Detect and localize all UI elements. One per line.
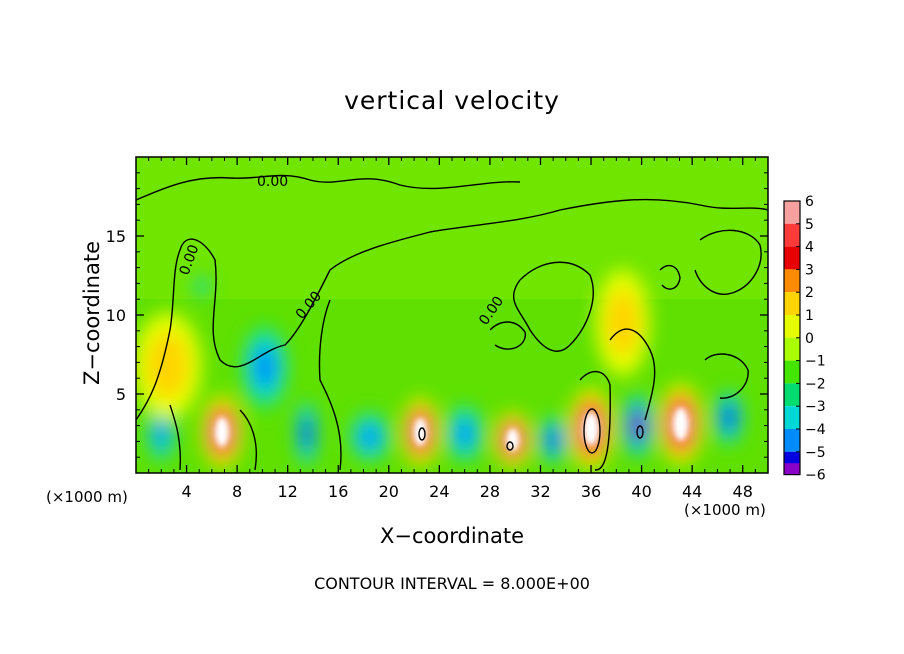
colorbar-label: −3 — [805, 399, 826, 415]
colorbar-segment — [784, 246, 800, 270]
velocity-cell-core — [506, 428, 519, 452]
velocity-cell — [197, 280, 206, 293]
x-axis: 4 8 12 16 20 24 28 32 36 40 44 48 — [148, 157, 756, 501]
x-tick-label: 32 — [530, 482, 550, 501]
x-axis-label: X−coordinate — [0, 524, 904, 548]
colorbar-label: 3 — [805, 262, 814, 278]
velocity-cell-core — [215, 417, 229, 447]
velocity-cell — [456, 420, 474, 447]
x-tick-label: 48 — [733, 482, 753, 501]
x-tick-label: 24 — [429, 482, 449, 501]
x-tick-label: 20 — [379, 482, 399, 501]
contour-line — [318, 299, 342, 471]
velocity-cell — [547, 430, 559, 450]
velocity-field — [136, 157, 768, 473]
y-axis: 5 10 15 — [106, 172, 768, 458]
x-unit-right: (×1000 m) — [684, 501, 766, 519]
velocity-cell-core — [583, 412, 599, 446]
colorbar-label: −4 — [805, 422, 826, 438]
colorbar-segment — [784, 223, 800, 247]
colorbar-segment — [784, 201, 800, 224]
contour-interval-note: CONTOUR INTERVAL = 8.000E+00 — [314, 574, 590, 593]
colorbar-label: −5 — [805, 445, 826, 461]
velocity-cell — [154, 420, 168, 447]
colorbar-segment — [784, 360, 800, 384]
contour-label: 0.00 — [257, 174, 288, 190]
colorbar-segment — [784, 315, 800, 338]
colorbar-segment — [784, 383, 800, 407]
x-tick-label: 36 — [581, 482, 601, 501]
colorbar-segment — [784, 429, 800, 452]
x-tick-label: 8 — [232, 482, 242, 501]
colorbar-label: 0 — [805, 331, 814, 347]
x-tick-label: 16 — [328, 482, 348, 501]
x-tick-label: 40 — [631, 482, 651, 501]
contour-line — [513, 261, 594, 352]
contour-line — [583, 408, 601, 454]
contour-line — [609, 328, 656, 421]
colorbar-label: 4 — [805, 240, 814, 256]
colorbar-segment — [784, 463, 800, 475]
contour-line — [579, 370, 611, 471]
zero-contours — [136, 174, 768, 471]
velocity-cell — [723, 406, 735, 429]
x-unit-left: (×1000 m) — [46, 488, 128, 506]
velocity-cell — [605, 290, 640, 356]
colorbar-label: 2 — [805, 285, 814, 301]
velocity-cell — [302, 419, 312, 448]
colorbar: 6 5 4 3 2 1 0 −1 −2 −3 −4 −5 −6 — [783, 194, 826, 484]
chart-title: vertical velocity — [344, 86, 560, 115]
contour-line — [704, 353, 749, 399]
colorbar-segment — [784, 406, 800, 429]
contour-line — [506, 441, 514, 451]
colorbar-label: 1 — [805, 308, 814, 324]
contour-line — [489, 321, 526, 350]
contour-line — [694, 229, 762, 295]
colorbar-label: −6 — [805, 468, 826, 484]
colorbar-label: 6 — [805, 194, 814, 210]
y-tick-label: 10 — [106, 306, 126, 325]
y-tick-label: 15 — [106, 227, 126, 246]
velocity-cell — [360, 425, 380, 449]
colorbar-label: −2 — [805, 376, 826, 392]
contour-line — [418, 427, 426, 441]
colorbar-segment — [784, 269, 800, 293]
contour-line — [136, 174, 521, 201]
contour-line — [659, 264, 681, 290]
x-tick-label: 4 — [181, 482, 191, 501]
x-tick-label: 12 — [278, 482, 298, 501]
y-tick-label: 5 — [116, 385, 126, 404]
y-axis-label: Z−coordinate — [80, 241, 104, 385]
x-axis-label-text: X−coordinate — [380, 524, 524, 548]
contour-line — [239, 409, 257, 471]
contour-line — [636, 425, 644, 439]
contour-line — [136, 198, 768, 421]
colorbar-segment — [784, 337, 800, 361]
x-tick-label: 28 — [480, 482, 500, 501]
colorbar-label: −1 — [805, 354, 826, 370]
x-tick-label: 44 — [682, 482, 702, 501]
velocity-cell — [631, 413, 644, 438]
contour-line — [169, 404, 182, 471]
colorbar-segment — [784, 292, 800, 315]
velocity-cell-core — [673, 407, 689, 441]
colorbar-label: 5 — [805, 217, 814, 233]
velocity-cell — [146, 332, 189, 399]
